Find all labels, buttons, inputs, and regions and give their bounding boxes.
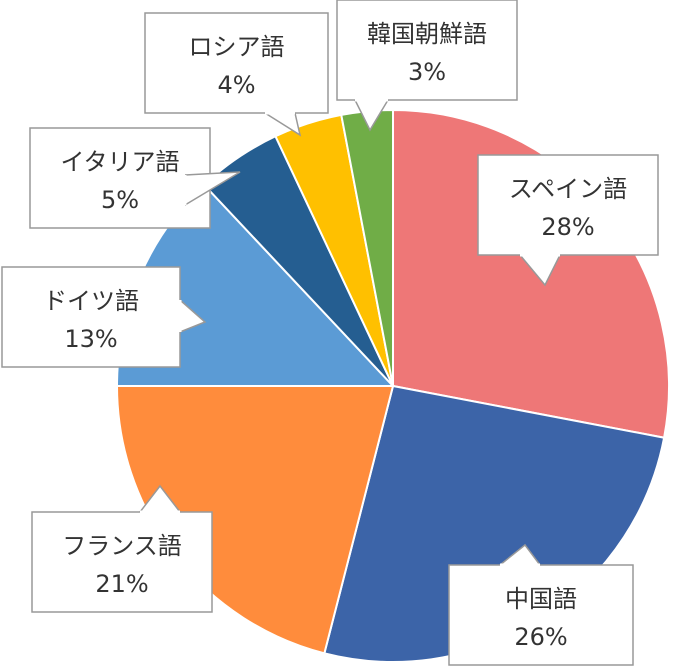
slice-percent-label: 4% — [217, 71, 255, 99]
slice-label: 中国語 — [505, 585, 577, 613]
slice-percent-label: 26% — [514, 623, 567, 651]
callout-box — [29, 127, 211, 229]
callout-5: イタリア語 5% — [29, 127, 241, 229]
callout-2: 中国語 26% — [448, 543, 634, 666]
callout-7: 韓国朝鮮語 3% — [336, 0, 518, 132]
pie-slices — [115, 108, 670, 663]
callout-box — [1, 266, 181, 368]
callout-1: スペイン語 28% — [477, 154, 659, 287]
callout-box — [144, 12, 329, 114]
callout-pointer — [264, 112, 302, 137]
slice-label: 韓国朝鮮語 — [367, 20, 487, 48]
callout-pointer — [354, 99, 389, 132]
slice-label: フランス語 — [62, 532, 182, 560]
callout-box — [31, 511, 213, 613]
callout-box — [477, 154, 659, 256]
callout-6: ロシア語 4% — [144, 12, 329, 137]
slice-percent-label: 13% — [64, 325, 117, 353]
slice-label: イタリア語 — [60, 148, 179, 176]
slice-percent-label: 5% — [101, 186, 139, 214]
slice-percent-label: 3% — [408, 58, 446, 86]
callout-box — [448, 564, 634, 666]
callout-4: ドイツ語 13% — [1, 266, 207, 368]
slice-percent-label: 28% — [541, 213, 594, 241]
callout-pointer — [499, 543, 541, 566]
callout-pointer — [519, 254, 561, 287]
callout-pointer — [139, 484, 181, 513]
slice-label: ドイツ語 — [43, 287, 139, 315]
data-callouts: スペイン語 28% 中国語 26% フランス語 21% ドイツ語 13% イタリア語 5% ロシア語… — [1, 0, 659, 666]
callout-pointer — [184, 171, 241, 206]
slice-label: ロシア語 — [189, 33, 285, 61]
callout-3: フランス語 21% — [31, 484, 213, 613]
callout-pointer — [179, 299, 207, 333]
slice-label: スペイン語 — [509, 175, 627, 203]
callout-box — [336, 0, 518, 101]
slice-percent-label: 21% — [95, 570, 148, 598]
